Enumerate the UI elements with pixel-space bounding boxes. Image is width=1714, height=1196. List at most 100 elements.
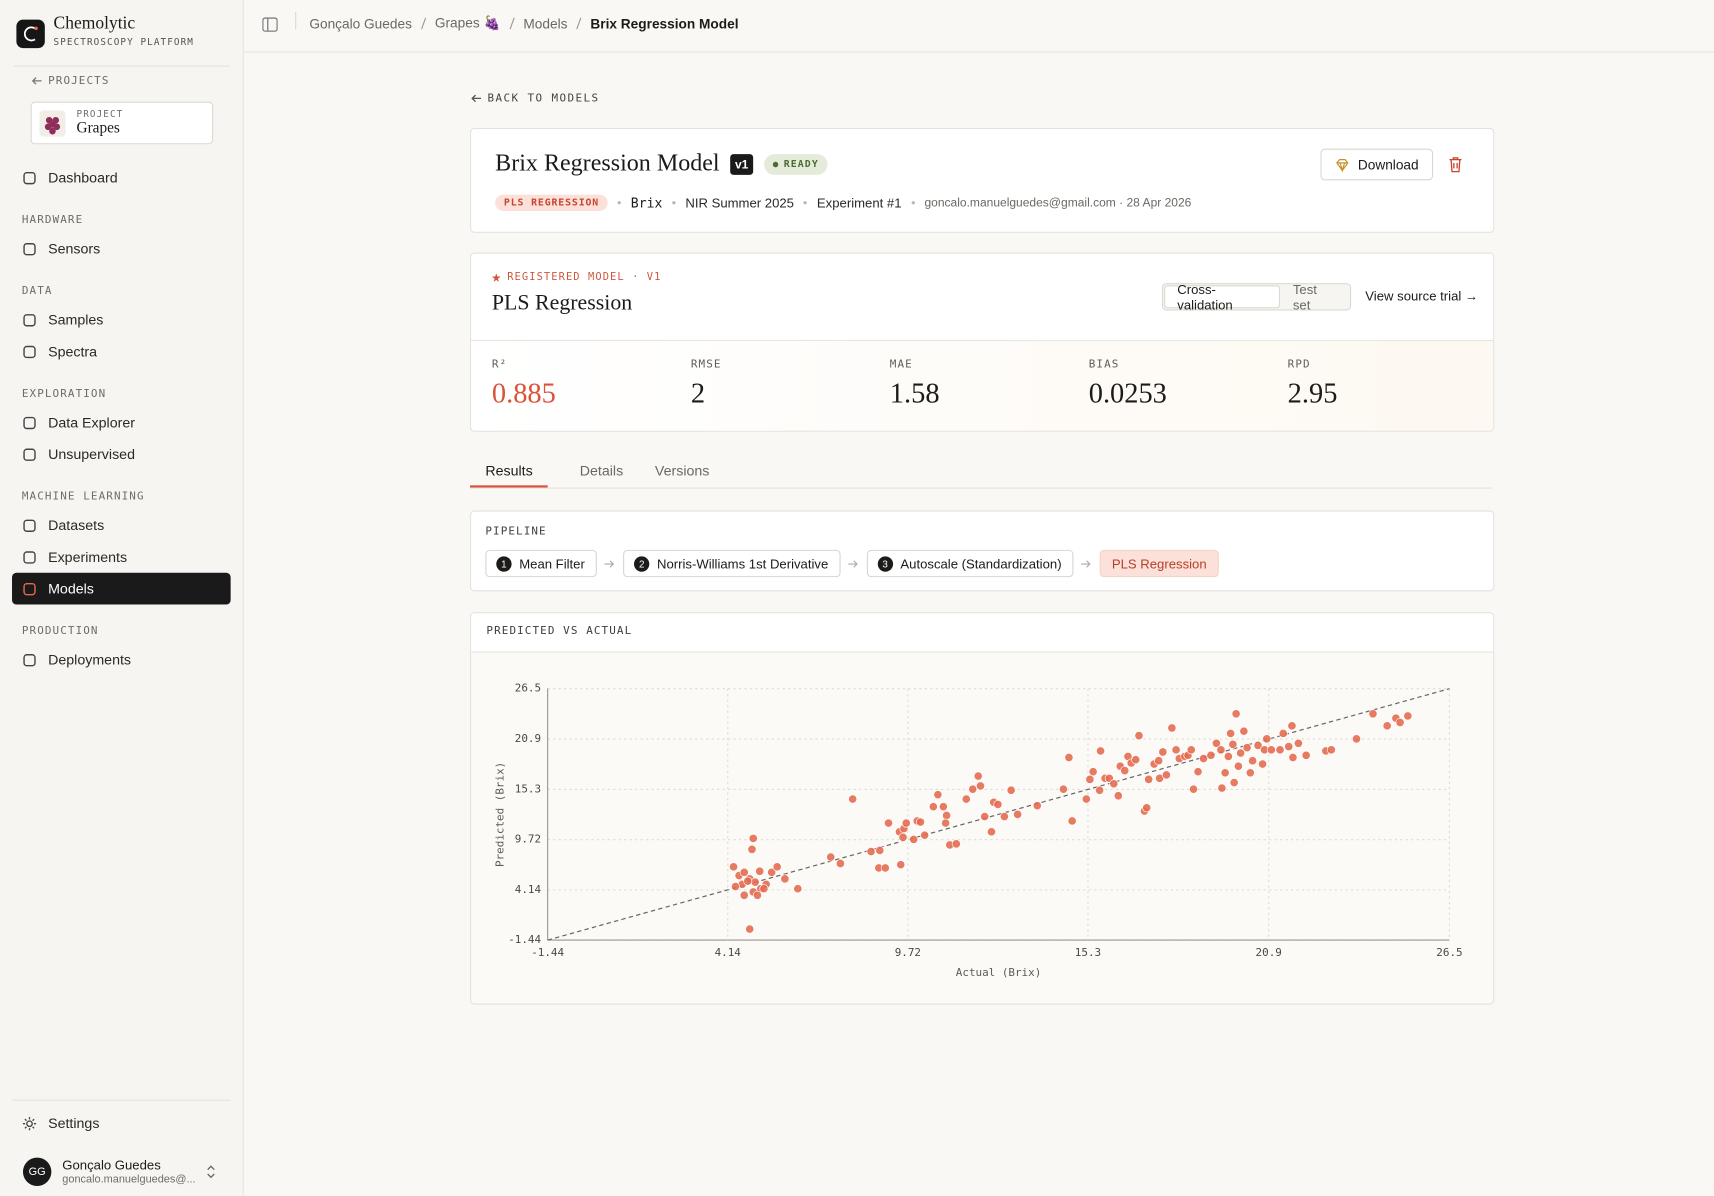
meta-item: NIR Summer 2025 xyxy=(685,195,794,211)
pipeline: PIPELINE 1 Mean Filter 2 Norris-Williams 1s… xyxy=(470,510,1495,592)
grapes-icon xyxy=(44,116,61,135)
breadcrumb-item[interactable]: Grapes 🍇 xyxy=(434,15,501,31)
y-tick-label: 15.3 xyxy=(515,782,541,795)
point xyxy=(1216,745,1226,755)
point xyxy=(1220,768,1230,778)
point xyxy=(1253,740,1263,750)
nav-item[interactable]: Samples xyxy=(12,304,231,336)
point xyxy=(909,834,919,844)
point xyxy=(1223,751,1233,761)
projects-back[interactable]: PROJECTS xyxy=(31,74,110,87)
point xyxy=(884,818,893,828)
pipeline-arrow xyxy=(597,559,623,568)
point xyxy=(1013,809,1023,819)
tab[interactable]: Results xyxy=(470,462,549,488)
point xyxy=(1326,745,1336,755)
nav-heading: EXPLORATION xyxy=(21,387,107,400)
nav-item[interactable]: Sensors xyxy=(12,233,231,265)
nav-item[interactable]: Deployments xyxy=(12,644,231,676)
toggle-option[interactable]: Test set xyxy=(1292,281,1317,313)
point xyxy=(1193,767,1203,777)
arrow-icon xyxy=(847,559,858,568)
point xyxy=(1144,774,1154,784)
project-card[interactable]: PROJECT Grapes xyxy=(30,101,214,145)
projects-label: PROJECTS xyxy=(48,74,110,87)
point xyxy=(896,860,906,870)
back-link[interactable]: BACK TO MODELS xyxy=(470,92,600,105)
tab[interactable]: Details xyxy=(579,462,624,479)
nav-item[interactable]: Unsupervised xyxy=(12,438,231,470)
point xyxy=(1096,746,1106,756)
delete-button[interactable] xyxy=(1448,156,1462,173)
download-button[interactable]: Download xyxy=(1320,148,1434,181)
arrow-shape xyxy=(1081,559,1091,568)
point xyxy=(1085,774,1095,784)
nav-heading: PRODUCTION xyxy=(21,624,99,637)
point xyxy=(1231,709,1241,719)
tab[interactable]: Versions xyxy=(654,462,710,479)
point xyxy=(1142,803,1152,813)
pipeline-step: 3 Autoscale (Standardization) xyxy=(866,549,1074,578)
x-tick-label: 9.72 xyxy=(895,946,921,959)
status-badge: READY xyxy=(764,154,828,175)
sidebar-toggle[interactable] xyxy=(262,17,278,32)
breadcrumb-separator xyxy=(509,17,515,30)
nav-label: Spectra xyxy=(48,343,98,360)
settings[interactable]: Settings xyxy=(12,1107,231,1139)
status-label: READY xyxy=(783,159,819,170)
nav-item[interactable]: Spectra xyxy=(12,336,231,368)
y-tick-label: 26.5 xyxy=(515,682,541,695)
x-tick-label: 15.3 xyxy=(1075,946,1101,959)
point xyxy=(1382,721,1392,731)
user-menu[interactable] xyxy=(204,1164,217,1179)
toggle-option[interactable]: Cross-validation xyxy=(1164,281,1280,312)
nav-label: Deployments xyxy=(48,651,132,668)
point xyxy=(747,844,757,854)
nav-item[interactable]: Dashboard xyxy=(12,162,231,194)
nav-icon-shape xyxy=(23,582,36,595)
x-tick-label: 26.5 xyxy=(1436,946,1462,959)
project-icon xyxy=(39,110,66,137)
source-trial-link[interactable]: View source trial → xyxy=(1365,288,1479,304)
nav-item[interactable]: Models xyxy=(12,572,231,605)
point xyxy=(1258,759,1268,769)
metric-value: 2.95 xyxy=(1287,377,1338,409)
eval-toggle: Cross-validation Test set xyxy=(1161,281,1352,313)
settings-label: Settings xyxy=(48,1114,100,1132)
nav-item[interactable]: Data Explorer xyxy=(12,407,231,439)
point xyxy=(745,924,755,934)
point xyxy=(866,847,876,857)
y-tick-label: 9.72 xyxy=(515,833,541,846)
avatar: GG xyxy=(22,1157,52,1187)
point xyxy=(1186,745,1196,755)
point xyxy=(1032,801,1042,811)
breadcrumb-item[interactable]: Gonçalo Guedes xyxy=(309,15,412,32)
download-icon xyxy=(1336,158,1349,173)
nav-item[interactable]: Datasets xyxy=(12,509,231,541)
point xyxy=(973,771,983,781)
point xyxy=(739,890,749,900)
nav-icon xyxy=(23,653,36,666)
point xyxy=(743,876,753,886)
nav-heading: MACHINE LEARNING xyxy=(21,490,145,503)
step-label: Mean Filter xyxy=(519,555,585,572)
status-dot xyxy=(772,161,779,168)
registered-title: PLS Regression xyxy=(491,290,633,315)
point xyxy=(1154,756,1164,766)
point xyxy=(1171,745,1181,755)
divider xyxy=(12,1099,231,1101)
back-icon xyxy=(471,94,481,103)
step-label: Norris-Williams 1st Derivative xyxy=(656,555,829,572)
point xyxy=(848,794,858,804)
metric-label: BIAS xyxy=(1088,358,1120,371)
breadcrumb-item[interactable]: Models xyxy=(523,15,568,32)
y-tick-label: 4.14 xyxy=(515,883,542,896)
point xyxy=(1228,739,1238,749)
model-meta: PLS REGRESSION Brix NIR Summer 2025 Experi… xyxy=(495,194,1191,211)
point xyxy=(780,874,790,884)
nav-item[interactable]: Experiments xyxy=(12,541,231,573)
arrow-shape xyxy=(604,559,615,568)
point xyxy=(1245,768,1255,778)
metric-value: 2 xyxy=(690,377,706,409)
